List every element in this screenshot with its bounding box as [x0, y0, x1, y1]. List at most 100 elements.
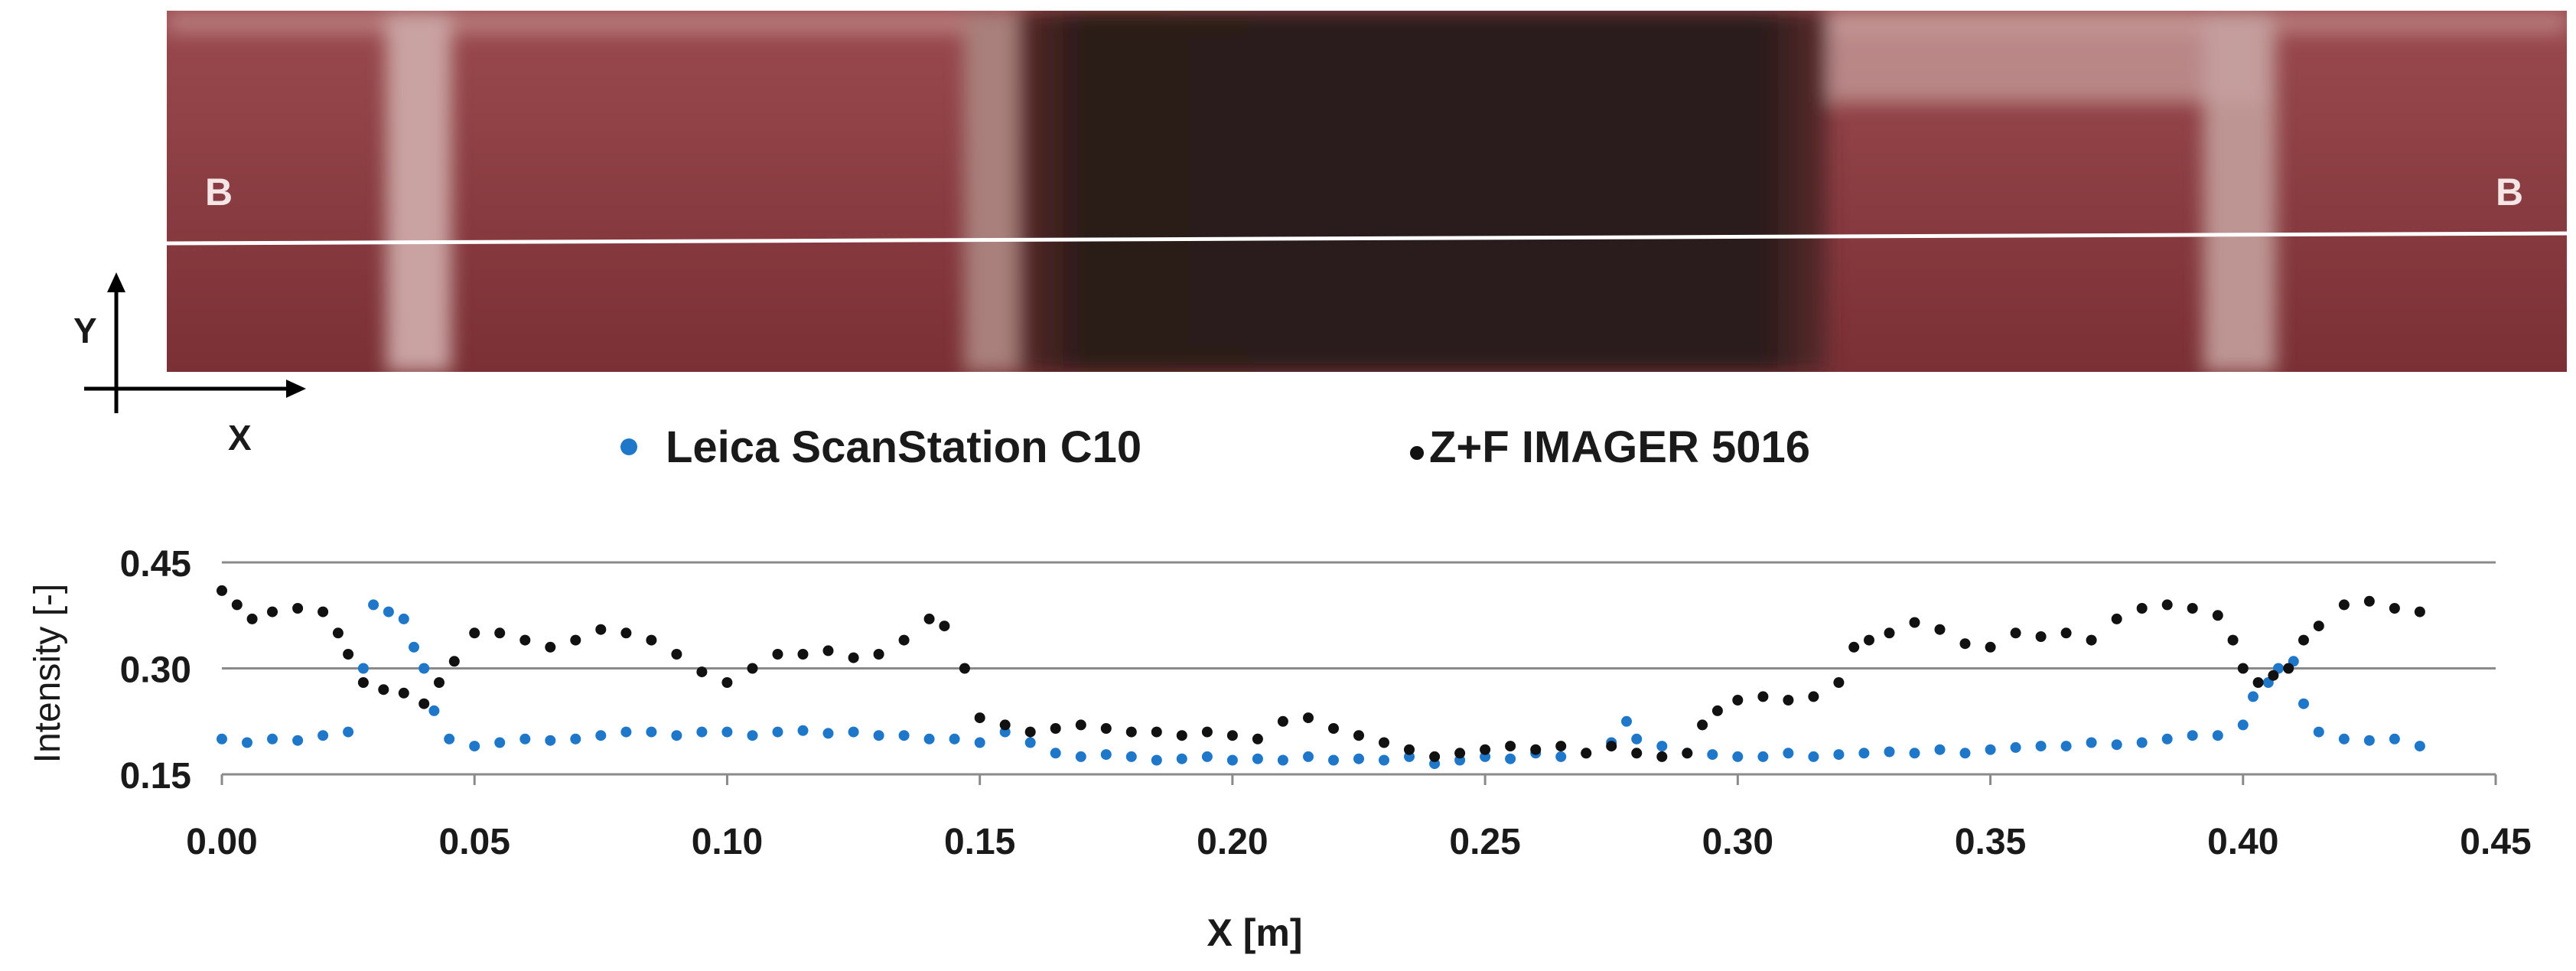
data-point-leica	[2035, 741, 2047, 752]
data-point-leica	[217, 733, 227, 745]
data-point-leica	[519, 733, 531, 745]
data-point-zf	[696, 666, 708, 678]
data-point-zf	[959, 663, 970, 674]
data-point-leica	[418, 663, 430, 674]
data-point-zf	[1697, 719, 1708, 731]
y-tick-labels: 0.15 0.30 0.45	[120, 544, 191, 797]
data-point-leica	[357, 663, 369, 674]
data-point-leica	[2187, 730, 2198, 741]
data-point-leica	[1732, 751, 1744, 762]
data-point-leica	[1555, 751, 1567, 762]
data-point-zf	[646, 634, 657, 646]
data-point-leica	[1707, 749, 1718, 761]
x-tick-label: 0.20	[1197, 822, 1268, 862]
data-point-leica	[1151, 754, 1162, 766]
data-point-leica	[696, 726, 708, 738]
data-point-zf	[1783, 695, 1794, 705]
axis-indicator-y-arrow	[107, 272, 125, 292]
data-point-leica	[444, 733, 455, 745]
data-point-leica	[923, 733, 935, 745]
data-point-leica	[292, 735, 304, 746]
data-point-zf	[1176, 730, 1187, 741]
data-point-leica	[409, 641, 419, 653]
data-point-leica	[267, 733, 278, 745]
x-axis	[220, 773, 2497, 785]
data-point-zf	[332, 627, 344, 639]
data-point-leica	[1833, 749, 1845, 761]
data-point-leica	[2389, 733, 2400, 745]
data-point-zf	[1631, 748, 1643, 759]
data-point-leica	[1909, 748, 1920, 759]
data-point-zf	[1226, 730, 1238, 741]
data-point-zf	[378, 684, 389, 696]
data-point-zf	[494, 627, 506, 639]
data-point-zf	[2111, 613, 2122, 624]
data-point-leica	[1505, 753, 1516, 764]
data-point-leica	[2363, 735, 2375, 746]
data-point-zf	[1864, 634, 1874, 646]
data-point-zf	[2252, 677, 2264, 688]
data-point-leica	[797, 725, 809, 736]
data-point-zf	[1732, 695, 1744, 705]
data-point-leica	[318, 730, 329, 741]
data-point-zf	[469, 627, 480, 639]
data-point-leica	[2338, 733, 2350, 745]
data-point-zf	[595, 624, 607, 635]
data-point-zf	[318, 606, 329, 617]
data-point-leica	[570, 733, 581, 745]
data-point-zf	[292, 603, 304, 614]
data-point-zf	[822, 645, 834, 657]
legend-marker-leica	[620, 438, 637, 455]
y-axis-title: Intensity [-]	[28, 584, 68, 764]
axis-indicator-x-label: X	[228, 418, 252, 458]
data-point-leica	[949, 733, 960, 745]
data-point-zf	[2268, 670, 2279, 681]
data-point-zf	[1201, 726, 1213, 738]
data-point-leica	[1176, 753, 1187, 764]
legend-label-zf: Z+F IMAGER 5016	[1429, 422, 1810, 472]
profile-label-left: B	[205, 171, 233, 213]
data-point-zf	[2227, 634, 2239, 646]
data-point-zf	[1125, 726, 1137, 738]
data-point-zf	[1277, 715, 1288, 727]
data-point-zf	[1454, 748, 1466, 759]
data-point-zf	[1303, 712, 1314, 724]
photo-frame-clip-bottom	[0, 372, 2576, 395]
data-point-leica	[2212, 730, 2223, 741]
data-point-leica	[2298, 698, 2309, 709]
data-point-leica	[1631, 733, 1643, 745]
data-point-leica	[383, 606, 394, 617]
mortar-joint-left	[386, 11, 451, 372]
legend-label-leica: Leica ScanStation C10	[666, 422, 1141, 472]
data-point-leica	[848, 726, 859, 738]
data-point-zf	[1985, 641, 1996, 653]
data-point-zf	[357, 677, 369, 688]
data-point-zf	[1075, 719, 1086, 731]
data-point-zf	[2338, 599, 2350, 611]
data-point-zf	[246, 613, 258, 624]
data-point-zf	[721, 677, 733, 688]
data-point-leica	[428, 705, 440, 716]
data-point-zf	[1404, 744, 1415, 755]
data-point-zf	[1530, 744, 1542, 755]
data-point-zf	[797, 649, 809, 660]
x-tick-label: 0.05	[439, 822, 510, 862]
data-point-zf	[2237, 663, 2249, 674]
brick-photo: B B	[0, 0, 2576, 395]
data-point-leica	[343, 726, 354, 738]
y-tick-label: 0.30	[120, 650, 191, 691]
data-point-leica	[1621, 715, 1632, 727]
data-point-zf	[1379, 737, 1389, 748]
data-point-zf	[1934, 624, 1946, 635]
data-point-zf	[2035, 631, 2047, 642]
data-point-leica	[469, 741, 480, 752]
x-tick-label: 0.45	[2460, 822, 2531, 862]
x-tick-label: 0.25	[1449, 822, 1520, 862]
data-point-zf	[1581, 748, 1592, 759]
profile-line	[166, 231, 2568, 246]
data-point-leica	[2086, 737, 2097, 748]
data-point-leica	[1353, 753, 1364, 764]
data-point-leica	[398, 613, 409, 624]
data-point-zf	[772, 649, 783, 660]
